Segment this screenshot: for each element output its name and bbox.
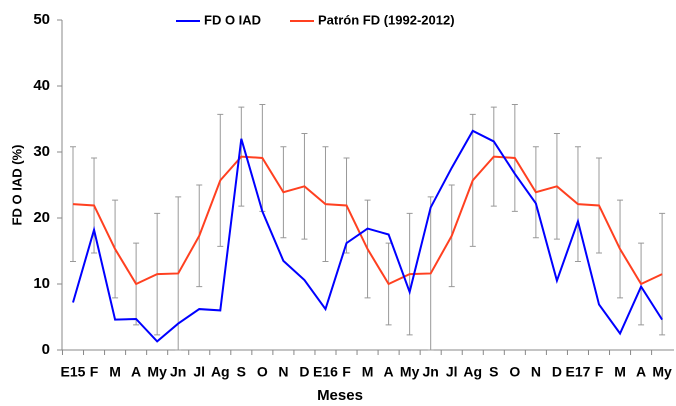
x-tick-label: F — [342, 364, 351, 380]
x-tick-label: Ag — [463, 364, 482, 380]
legend-label: Patrón FD (1992-2012) — [318, 12, 455, 27]
x-tick-label: N — [278, 364, 288, 380]
x-tick-label: F — [595, 364, 604, 380]
x-tick-label: Jn — [170, 364, 186, 380]
x-tick-label: D — [299, 364, 309, 380]
y-tick-label: 30 — [33, 143, 50, 160]
x-tick-label: My — [147, 364, 167, 380]
line — [72, 155, 663, 286]
line — [72, 129, 663, 343]
y-axis-label: FD O IAD (%) — [9, 145, 24, 226]
x-tick-label: A — [384, 364, 394, 380]
x-tick-label: Ag — [211, 364, 230, 380]
x-tick-label: S — [237, 364, 246, 380]
legend-label: FD O IAD — [204, 12, 261, 27]
x-tick-label: Jl — [446, 364, 458, 380]
x-tick-label: S — [489, 364, 498, 380]
x-tick-label: M — [109, 364, 121, 380]
x-tick-label: Jn — [423, 364, 439, 380]
x-tick-label: My — [400, 364, 420, 380]
x-axis-label: Meses — [317, 387, 363, 404]
x-tick-label: D — [552, 364, 562, 380]
x-tick-label: M — [362, 364, 374, 380]
x-tick-label: M — [614, 364, 626, 380]
y-tick-label: 40 — [33, 77, 50, 94]
x-tick-label: E15 — [61, 364, 86, 380]
y-tick-label: 0 — [42, 341, 50, 358]
x-tick-label: Jl — [193, 364, 205, 380]
x-tick-label: My — [652, 364, 672, 380]
x-tick-label: F — [90, 364, 99, 380]
x-tick-label: N — [531, 364, 541, 380]
x-tick-label: O — [257, 364, 268, 380]
x-tick-label: E17 — [565, 364, 590, 380]
y-tick-label: 20 — [33, 209, 50, 226]
x-tick-label: A — [131, 364, 141, 380]
x-tick-label: O — [509, 364, 520, 380]
x-tick-label: E16 — [313, 364, 338, 380]
x-tick-label: A — [636, 364, 646, 380]
y-tick-label: 10 — [33, 275, 50, 292]
y-tick-label: 50 — [33, 11, 50, 28]
